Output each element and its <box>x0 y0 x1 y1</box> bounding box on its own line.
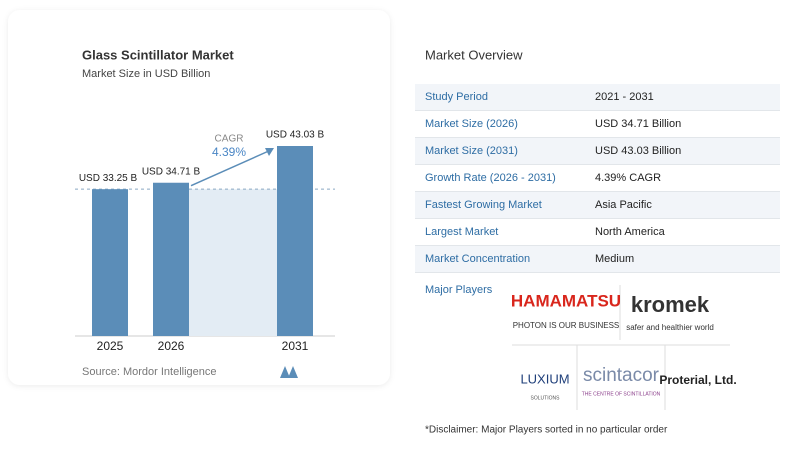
row-label: Market Size (2026) <box>425 118 518 130</box>
bar <box>277 146 313 336</box>
chart-subtitle: Market Size in USD Billion <box>82 68 210 80</box>
row-value: Asia Pacific <box>595 199 652 211</box>
logo-text: scintacor <box>583 365 660 386</box>
logo-grid: HAMAMATSU PHOTON IS OUR BUSINESS kromek … <box>511 285 737 410</box>
logo-text: PHOTON IS OUR BUSINESS <box>513 321 620 330</box>
row-value: 4.39% CAGR <box>595 172 661 184</box>
x-tick-label: 2025 <box>97 339 124 353</box>
annotation-value: 4.39% <box>212 145 246 159</box>
brand-logo <box>280 366 298 378</box>
row-label: Largest Market <box>425 226 498 238</box>
row-label: Market Size (2031) <box>425 145 518 157</box>
table-row-bg <box>415 138 780 164</box>
disclaimer: *Disclaimer: Major Players sorted in no … <box>425 425 668 436</box>
growth-area <box>189 189 277 336</box>
overview-table: Study Period 2021 - 2031 Market Size (2026… <box>415 84 780 273</box>
x-tick-label: 2026 <box>158 339 185 353</box>
table-row-bg <box>415 246 780 272</box>
bar <box>153 182 189 336</box>
bar <box>92 189 128 336</box>
row-value: 2021 - 2031 <box>595 91 654 103</box>
value-label: USD 34.71 B <box>142 166 201 177</box>
logo-text: safer and healthier world <box>626 323 714 332</box>
row-value: Medium <box>595 253 634 265</box>
source: Source: Mordor Intelligence <box>82 366 217 378</box>
value-label: USD 33.25 B <box>79 173 138 184</box>
players-label: Major Players <box>425 284 493 296</box>
arrow-head <box>265 148 274 156</box>
row-value: USD 43.03 Billion <box>595 145 681 157</box>
x-tick-label: 2031 <box>282 339 309 353</box>
row-label: Growth Rate (2026 - 2031) <box>425 172 556 184</box>
table-row-bg <box>415 192 780 218</box>
logo-text: Proterial, Ltd. <box>659 373 736 387</box>
logo-text: LUXIUM <box>520 371 569 386</box>
row-value: North America <box>595 226 666 238</box>
logo-text: HAMAMATSU <box>511 291 621 310</box>
overview-title: Market Overview <box>425 47 523 62</box>
logo-text: kromek <box>631 292 710 317</box>
cagr-arrow <box>190 149 272 187</box>
table-row-bg <box>415 84 780 110</box>
logo-text: THE CENTRE OF SCINTILLATION <box>582 391 661 397</box>
row-label: Market Concentration <box>425 253 530 265</box>
chart-title: Glass Scintillator Market <box>82 47 234 62</box>
row-value: USD 34.71 Billion <box>595 118 681 130</box>
row-label: Study Period <box>425 91 488 103</box>
annotation-label: CAGR <box>215 134 244 145</box>
logo-text: SOLUTIONS <box>531 395 561 401</box>
value-label: USD 43.03 B <box>266 130 325 141</box>
row-label: Fastest Growing Market <box>425 199 542 211</box>
